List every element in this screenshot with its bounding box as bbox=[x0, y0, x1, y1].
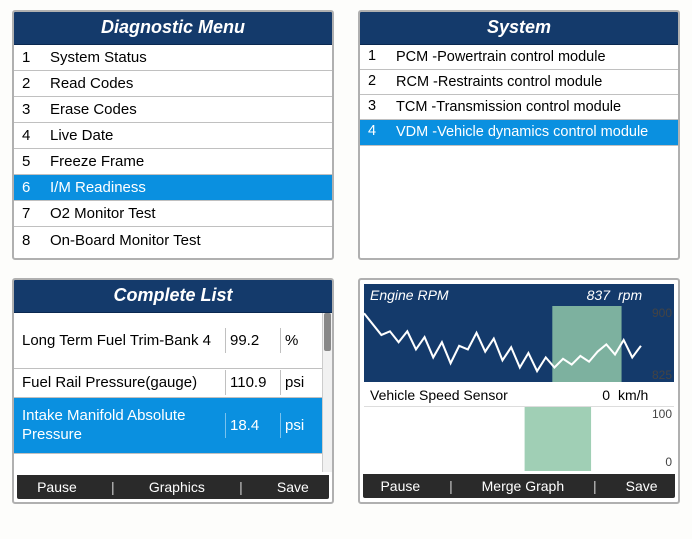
list-row[interactable]: Intake Manifold Absolute Pressure18.4psi bbox=[14, 398, 322, 454]
menu-item-label: VDM -Vehicle dynamics control module bbox=[388, 123, 654, 141]
menu-item-number: 2 bbox=[360, 73, 388, 89]
list-row-unit: % bbox=[280, 328, 322, 353]
rpm-unit: rpm bbox=[618, 287, 668, 303]
save-button[interactable]: Save bbox=[618, 478, 666, 494]
menu-item-label: Read Codes bbox=[42, 75, 133, 92]
list-row-value: 18.4 bbox=[225, 413, 280, 438]
menu-item-label: Freeze Frame bbox=[42, 153, 144, 170]
menu-item-label: On-Board Monitor Test bbox=[42, 232, 201, 249]
vss-unit: km/h bbox=[618, 387, 668, 403]
rpm-name: Engine RPM bbox=[370, 287, 568, 303]
list-row[interactable]: Fuel Rail Pressure(gauge)110.9psi bbox=[14, 369, 322, 398]
system-menu-item[interactable]: 4VDM -Vehicle dynamics control module bbox=[360, 120, 678, 145]
diagnostic-menu-item[interactable]: 2Read Codes bbox=[14, 71, 332, 97]
diagnostic-menu-item[interactable]: 7O2 Monitor Test bbox=[14, 201, 332, 227]
menu-item-label: Erase Codes bbox=[42, 101, 137, 118]
vss-name: Vehicle Speed Sensor bbox=[370, 387, 568, 403]
merge-graph-button[interactable]: Merge Graph bbox=[474, 478, 572, 494]
rpm-ylabel-bottom: 825 bbox=[652, 368, 672, 382]
menu-item-label: TCM -Transmission control module bbox=[388, 98, 627, 116]
diagnostic-menu-item[interactable]: 5Freeze Frame bbox=[14, 149, 332, 175]
button-separator: | bbox=[591, 478, 599, 494]
list-row-value: 110.9 bbox=[225, 370, 280, 395]
complete-list-scrollbar[interactable] bbox=[322, 313, 332, 472]
graphics-button[interactable]: Graphics bbox=[141, 479, 213, 495]
menu-item-number: 4 bbox=[360, 123, 388, 139]
vss-value: 0 bbox=[568, 387, 618, 403]
button-separator: | bbox=[447, 478, 455, 494]
live-data-button-bar: Pause | Merge Graph | Save bbox=[363, 474, 675, 498]
system-panel: System 1PCM -Powertrain control module2R… bbox=[358, 10, 680, 260]
complete-list-panel: Complete List Long Term Fuel Trim-Bank 4… bbox=[12, 278, 334, 504]
diagnostic-menu-item[interactable]: 3Erase Codes bbox=[14, 97, 332, 123]
diagnostic-menu-item[interactable]: 1System Status bbox=[14, 45, 332, 71]
menu-item-number: 4 bbox=[14, 127, 42, 144]
diagnostic-menu-item[interactable]: 6I/M Readiness bbox=[14, 175, 332, 201]
system-menu-list: 1PCM -Powertrain control module2RCM -Res… bbox=[360, 45, 678, 258]
pause-button[interactable]: Pause bbox=[29, 479, 85, 495]
diagnostic-menu-list: 1System Status2Read Codes3Erase Codes4Li… bbox=[14, 45, 332, 258]
vss-chart: 100 0 bbox=[364, 407, 674, 469]
list-row-name: Intake Manifold Absolute Pressure bbox=[14, 402, 225, 449]
list-row-name: Long Term Fuel Trim-Bank 4 bbox=[14, 327, 225, 355]
diagnostic-menu-panel: Diagnostic Menu 1System Status2Read Code… bbox=[12, 10, 334, 260]
button-separator: | bbox=[237, 479, 245, 495]
menu-item-number: 3 bbox=[14, 101, 42, 118]
complete-list-button-bar: Pause | Graphics | Save bbox=[17, 475, 329, 499]
button-separator: | bbox=[109, 479, 117, 495]
menu-item-number: 8 bbox=[14, 232, 42, 249]
system-title: System bbox=[360, 12, 678, 45]
complete-list-body: Long Term Fuel Trim-Bank 499.2%Fuel Rail… bbox=[14, 313, 332, 472]
scrollbar-thumb[interactable] bbox=[324, 313, 331, 351]
menu-item-number: 1 bbox=[360, 48, 388, 64]
vss-ylabel-top: 100 bbox=[652, 407, 672, 421]
menu-item-label: I/M Readiness bbox=[42, 179, 146, 196]
save-button[interactable]: Save bbox=[269, 479, 317, 495]
complete-list-title: Complete List bbox=[14, 280, 332, 313]
menu-item-label: System Status bbox=[42, 49, 147, 66]
live-data-panel: Engine RPM 837 rpm 900 825 Vehicle Speed… bbox=[358, 278, 680, 504]
diagnostic-menu-item[interactable]: 4Live Date bbox=[14, 123, 332, 149]
menu-item-label: O2 Monitor Test bbox=[42, 205, 156, 222]
system-menu-item[interactable]: 1PCM -Powertrain control module bbox=[360, 45, 678, 70]
menu-item-number: 7 bbox=[14, 205, 42, 222]
rpm-value: 837 bbox=[568, 287, 618, 303]
diagnostic-menu-item[interactable]: 8On-Board Monitor Test bbox=[14, 227, 332, 253]
menu-item-number: 3 bbox=[360, 98, 388, 114]
menu-item-number: 2 bbox=[14, 75, 42, 92]
vss-ylabel-bottom: 0 bbox=[665, 455, 672, 469]
menu-item-label: RCM -Restraints control module bbox=[388, 73, 608, 91]
pause-button[interactable]: Pause bbox=[372, 478, 428, 494]
system-menu-item[interactable]: 2RCM -Restraints control module bbox=[360, 70, 678, 95]
menu-item-number: 6 bbox=[14, 179, 42, 196]
vss-header: Vehicle Speed Sensor 0 km/h bbox=[364, 384, 674, 407]
menu-item-label: PCM -Powertrain control module bbox=[388, 48, 612, 66]
rpm-chart: 900 825 bbox=[364, 306, 674, 382]
system-menu-item[interactable]: 3TCM -Transmission control module bbox=[360, 95, 678, 120]
rpm-header: Engine RPM 837 rpm bbox=[364, 284, 674, 306]
list-row[interactable]: Long Term Fuel Trim-Bank 499.2% bbox=[14, 313, 322, 369]
rpm-ylabel-top: 900 bbox=[652, 306, 672, 320]
menu-item-label: Live Date bbox=[42, 127, 113, 144]
menu-item-number: 5 bbox=[14, 153, 42, 170]
list-row-unit: psi bbox=[280, 370, 322, 395]
list-row-unit: psi bbox=[280, 413, 322, 438]
rpm-block: Engine RPM 837 rpm 900 825 bbox=[364, 284, 674, 382]
vss-block: Vehicle Speed Sensor 0 km/h 100 0 bbox=[364, 384, 674, 469]
list-row-name: Fuel Rail Pressure(gauge) bbox=[14, 369, 225, 397]
list-row-value: 99.2 bbox=[225, 328, 280, 353]
diagnostic-menu-title: Diagnostic Menu bbox=[14, 12, 332, 45]
menu-item-number: 1 bbox=[14, 49, 42, 66]
